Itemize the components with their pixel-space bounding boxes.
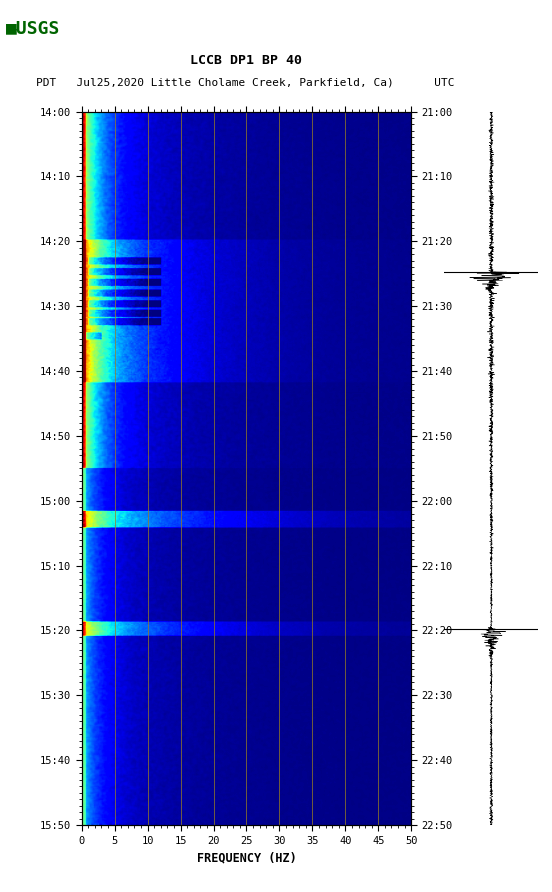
X-axis label: FREQUENCY (HZ): FREQUENCY (HZ) — [197, 851, 296, 864]
Text: ■USGS: ■USGS — [6, 20, 60, 37]
Text: PDT   Jul25,2020 Little Cholame Creek, Parkfield, Ca)      UTC: PDT Jul25,2020 Little Cholame Creek, Par… — [36, 77, 455, 87]
Text: LCCB DP1 BP 40: LCCB DP1 BP 40 — [190, 54, 301, 67]
